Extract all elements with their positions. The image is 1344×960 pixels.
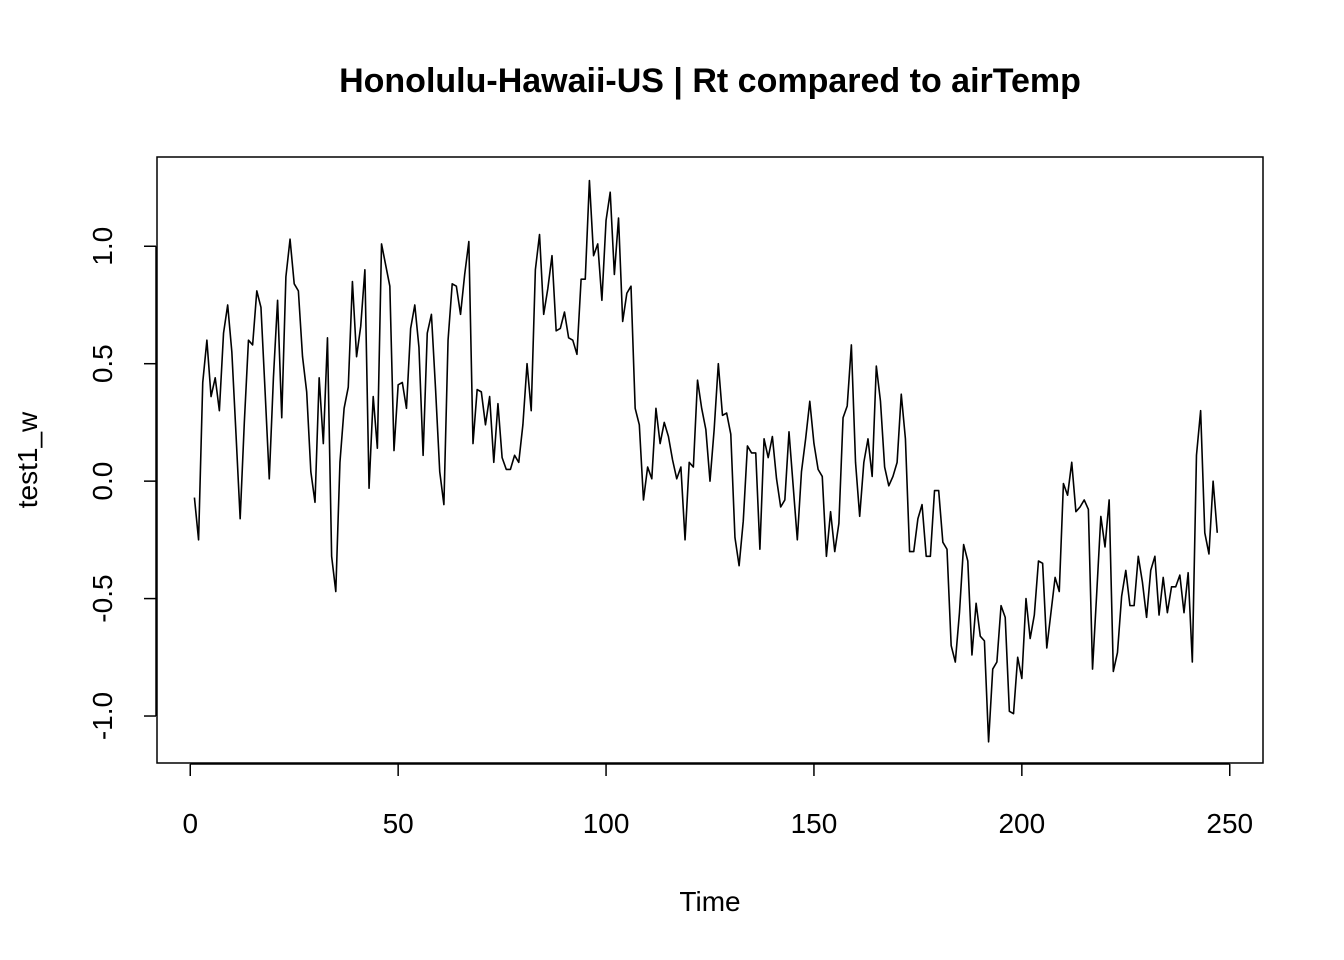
x-axis-label: Time — [679, 886, 740, 917]
y-axis-label: test1_w — [12, 411, 43, 508]
y-axis: -1.0 -0.5 0.0 0.5 1.0 — [87, 227, 157, 740]
y-tick-label: -1.0 — [87, 692, 118, 740]
plot-frame — [156, 156, 1264, 764]
series-line — [193, 179, 1219, 743]
x-tick-label: 100 — [583, 808, 630, 839]
y-tick-label: -0.5 — [87, 574, 118, 622]
x-tick-label: 0 — [182, 808, 198, 839]
chart-title: Honolulu-Hawaii-US | Rt compared to airT… — [339, 62, 1081, 100]
x-tick-label: 250 — [1206, 808, 1253, 839]
x-tick-label: 200 — [998, 808, 1045, 839]
x-axis: 0 50 100 150 200 250 — [182, 763, 1253, 839]
x-tick-label: 50 — [383, 808, 414, 839]
y-tick-label: 1.0 — [87, 227, 118, 266]
x-tick-label: 150 — [791, 808, 838, 839]
y-tick-label: 0.5 — [87, 344, 118, 383]
y-tick-label: 0.0 — [87, 462, 118, 501]
